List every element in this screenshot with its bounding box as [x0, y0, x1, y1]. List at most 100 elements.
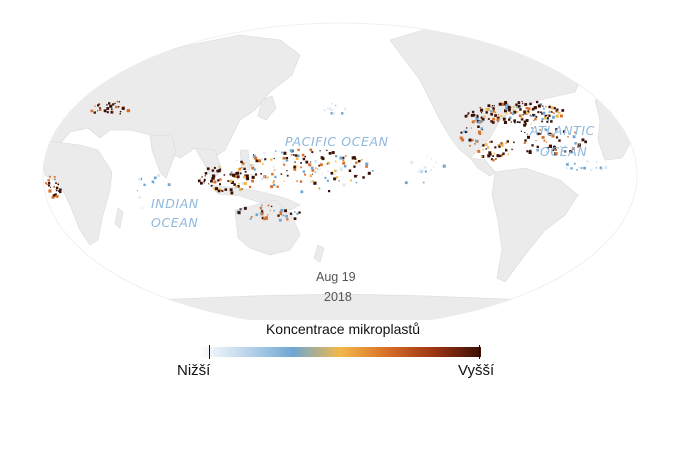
concentration-speckle — [558, 112, 561, 114]
concentration-speckle — [503, 120, 507, 124]
concentration-speckle — [126, 110, 129, 112]
concentration-speckle — [497, 114, 499, 116]
concentration-speckle — [529, 102, 532, 106]
concentration-speckle — [542, 105, 544, 107]
concentration-speckle — [211, 169, 215, 172]
concentration-speckle — [106, 104, 108, 106]
philippines-islands — [239, 149, 251, 171]
concentration-speckle — [511, 112, 515, 116]
concentration-speckle — [433, 166, 435, 168]
concentration-speckle — [516, 121, 519, 123]
concentration-speckle — [272, 181, 275, 184]
concentration-speckle — [97, 104, 100, 107]
concentration-speckle — [299, 180, 303, 183]
concentration-speckle — [304, 155, 306, 158]
concentration-speckle — [474, 120, 476, 122]
concentration-speckle — [537, 104, 541, 108]
concentration-speckle — [310, 161, 312, 163]
concentration-speckle — [206, 167, 210, 171]
concentration-speckle — [570, 167, 573, 170]
concentration-speckle — [265, 217, 268, 220]
concentration-speckle — [546, 118, 550, 121]
concentration-speckle — [243, 167, 246, 170]
concentration-speckle — [342, 183, 346, 187]
concentration-speckle — [108, 102, 111, 105]
concentration-speckle — [114, 102, 116, 104]
concentration-speckle — [541, 135, 545, 139]
concentration-speckle — [523, 142, 526, 144]
concentration-speckle — [115, 105, 118, 109]
concentration-speckle — [249, 217, 252, 220]
concentration-speckle — [213, 180, 217, 184]
concentration-speckle — [312, 173, 314, 175]
concentration-speckle — [319, 163, 323, 167]
concentration-speckle — [300, 166, 302, 169]
concentration-speckle — [442, 164, 446, 168]
concentration-speckle — [98, 108, 102, 111]
concentration-speckle — [561, 109, 565, 112]
concentration-speckle — [302, 170, 306, 173]
concentration-speckle — [300, 162, 302, 164]
concentration-speckle — [419, 169, 423, 172]
concentration-speckle — [53, 176, 56, 178]
concentration-speckle — [539, 129, 541, 131]
concentration-speckle — [294, 211, 296, 213]
concentration-speckle — [554, 148, 557, 151]
concentration-speckle — [481, 117, 485, 121]
concentration-speckle — [330, 109, 333, 112]
concentration-speckle — [490, 140, 493, 143]
concentration-speckle — [510, 121, 512, 123]
concentration-speckle — [496, 116, 500, 120]
concentration-speckle — [470, 127, 472, 129]
concentration-speckle — [308, 163, 312, 167]
concentration-speckle — [555, 114, 559, 118]
concentration-speckle — [485, 148, 487, 150]
concentration-speckle — [525, 106, 528, 110]
concentration-speckle — [354, 174, 357, 178]
concentration-speckle — [471, 110, 475, 114]
concentration-speckle — [513, 141, 515, 144]
concentration-speckle — [530, 123, 532, 125]
concentration-speckle — [167, 183, 171, 187]
concentration-speckle — [283, 163, 286, 166]
concentration-speckle — [550, 111, 553, 113]
concentration-speckle — [203, 180, 206, 183]
concentration-speckle — [541, 112, 544, 115]
concentration-speckle — [506, 140, 509, 143]
concentration-speckle — [203, 182, 205, 184]
concentration-speckle — [529, 149, 532, 153]
concentration-speckle — [48, 184, 50, 187]
concentration-speckle — [239, 167, 242, 170]
concentration-speckle — [251, 166, 255, 170]
concentration-speckle — [481, 155, 485, 158]
concentration-speckle — [505, 147, 507, 149]
concentration-speckle — [468, 138, 472, 142]
concentration-speckle — [314, 160, 318, 164]
concentration-speckle — [230, 180, 234, 184]
concentration-speckle — [543, 139, 546, 142]
concentration-speckle — [501, 104, 504, 106]
concentration-speckle — [48, 189, 52, 193]
concentration-speckle — [327, 107, 329, 110]
concentration-speckle — [504, 101, 508, 104]
concentration-speckle — [138, 178, 141, 181]
concentration-speckle — [550, 146, 553, 148]
concentration-speckle — [600, 168, 603, 171]
concentration-speckle — [199, 178, 201, 179]
concentration-speckle — [223, 174, 226, 176]
concentration-speckle — [480, 112, 483, 114]
concentration-speckle — [93, 111, 96, 114]
concentration-speckle — [545, 141, 547, 143]
concentration-speckle — [570, 169, 572, 171]
concentration-speckle — [524, 131, 526, 134]
concentration-speckle — [286, 170, 288, 172]
concentration-speckle — [335, 169, 338, 173]
concentration-speckle — [239, 208, 242, 211]
concentration-speckle — [480, 108, 484, 112]
concentration-speckle — [542, 111, 546, 115]
concentration-speckle — [233, 174, 237, 178]
concentration-speckle — [241, 167, 243, 169]
concentration-speckle — [55, 186, 59, 190]
concentration-speckle — [251, 164, 255, 168]
concentration-speckle — [298, 211, 301, 214]
